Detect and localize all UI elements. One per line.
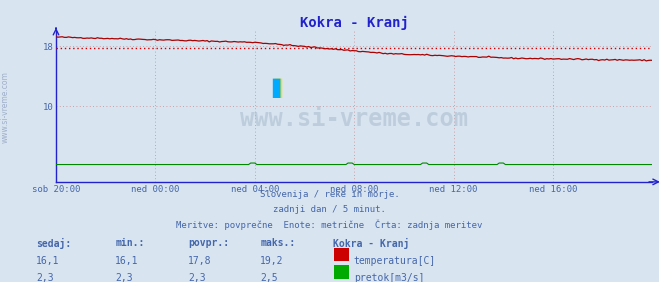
Text: ▐: ▐ (266, 79, 281, 98)
Text: Meritve: povprečne  Enote: metrične  Črta: zadnja meritev: Meritve: povprečne Enote: metrične Črta:… (177, 220, 482, 230)
Text: pretok[m3/s]: pretok[m3/s] (354, 273, 424, 282)
Text: min.:: min.: (115, 238, 145, 248)
Text: 2,5: 2,5 (260, 273, 278, 282)
Text: 2,3: 2,3 (36, 273, 54, 282)
Text: temperatura[C]: temperatura[C] (354, 256, 436, 266)
Text: zadnji dan / 5 minut.: zadnji dan / 5 minut. (273, 205, 386, 214)
Text: sedaj:: sedaj: (36, 238, 71, 249)
Text: www.si-vreme.com: www.si-vreme.com (1, 71, 10, 143)
Text: 19,2: 19,2 (260, 256, 284, 266)
Text: www.si-vreme.com: www.si-vreme.com (241, 107, 468, 131)
Text: povpr.:: povpr.: (188, 238, 229, 248)
Text: 16,1: 16,1 (36, 256, 60, 266)
Text: ▌: ▌ (272, 79, 287, 98)
Text: maks.:: maks.: (260, 238, 295, 248)
Text: Slovenija / reke in morje.: Slovenija / reke in morje. (260, 190, 399, 199)
Text: 2,3: 2,3 (188, 273, 206, 282)
Text: 17,8: 17,8 (188, 256, 212, 266)
Text: 2,3: 2,3 (115, 273, 133, 282)
Title: Kokra - Kranj: Kokra - Kranj (300, 16, 409, 30)
Text: Kokra - Kranj: Kokra - Kranj (333, 238, 409, 249)
Text: 16,1: 16,1 (115, 256, 139, 266)
